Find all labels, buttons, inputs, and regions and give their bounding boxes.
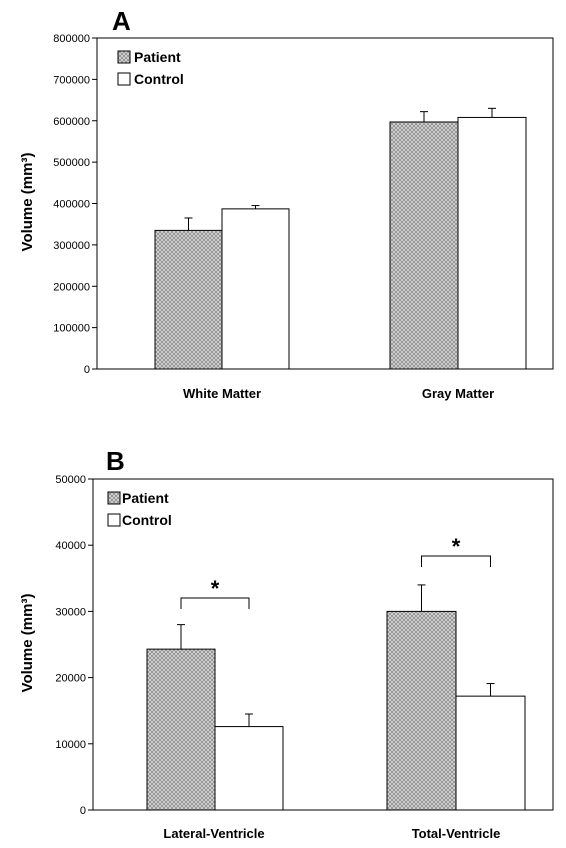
y-axis-title-a: Volume (mm³) <box>19 153 36 252</box>
y-tick-label: 500000 <box>53 157 90 169</box>
category-label: Gray Matter <box>422 386 494 401</box>
bar-patient <box>146 648 216 811</box>
error-bar-group-a <box>184 107 496 231</box>
panel-label-b: B <box>106 446 125 476</box>
bar-control <box>457 116 527 370</box>
legend-label-patient: Patient <box>134 49 181 65</box>
significance-group-b: ** <box>180 534 491 609</box>
y-axis-title-b: Volume (mm³) <box>19 594 36 693</box>
y-tick-label: 20000 <box>55 673 86 685</box>
y-tick-group-b: 0 10000 20000 30000 40000 50000 <box>55 474 93 817</box>
y-tick-label: 300000 <box>53 240 90 252</box>
y-tick-label: 40000 <box>55 540 86 552</box>
category-label: White Matter <box>183 386 261 401</box>
bar-control <box>455 695 526 811</box>
y-tick-label: 100000 <box>53 323 90 335</box>
chart-panel-b: B Volume (mm³) 0 10000 20000 30000 40000 5000… <box>19 446 554 841</box>
chart-panel-a: A Volume (mm³) 0 100000 200000 300000 400000… <box>19 6 554 401</box>
bar-control <box>214 726 284 811</box>
plot-frame-b <box>92 478 554 811</box>
y-tick-label: 800000 <box>53 33 90 45</box>
legend-swatch-control <box>117 72 131 86</box>
bar-control <box>221 208 290 370</box>
y-tick-label: 0 <box>80 805 86 817</box>
y-tick-label: 10000 <box>55 739 86 751</box>
significance-bracket <box>180 597 250 609</box>
y-tick-label: 0 <box>84 364 90 376</box>
significance-bracket <box>421 555 491 567</box>
y-tick-label: 400000 <box>53 199 90 211</box>
legend-swatch-patient <box>117 50 131 64</box>
legend-swatch-patient <box>107 491 121 505</box>
bar-group-a <box>154 116 527 370</box>
legend-label-control: Control <box>134 71 184 87</box>
y-tick-label: 30000 <box>55 606 86 618</box>
bar-patient <box>154 229 223 370</box>
y-tick-label: 200000 <box>53 281 90 293</box>
error-bar-group-b <box>177 584 495 727</box>
y-tick-label: 50000 <box>55 474 86 486</box>
significance-marker: * <box>211 576 220 601</box>
bar-group-b <box>146 610 526 811</box>
legend-label-control: Control <box>122 512 172 528</box>
legend-a: Patient Control <box>117 49 184 87</box>
bar-patient <box>386 610 457 811</box>
panel-label-a: A <box>112 6 131 36</box>
y-tick-group-a: 0 100000 200000 300000 400000 500000 600000 700… <box>53 33 97 376</box>
bar-patient <box>389 121 459 370</box>
category-label: Lateral-Ventricle <box>163 826 264 841</box>
category-label: Total-Ventricle <box>412 826 501 841</box>
legend-b: Patient Control <box>107 490 172 528</box>
y-tick-label: 700000 <box>53 74 90 86</box>
y-tick-label: 600000 <box>53 116 90 128</box>
legend-label-patient: Patient <box>122 490 169 506</box>
significance-marker: * <box>452 534 461 559</box>
legend-swatch-control <box>107 513 121 527</box>
